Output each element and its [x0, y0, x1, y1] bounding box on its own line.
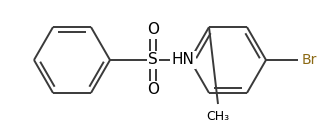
Text: O: O	[147, 23, 159, 37]
Text: CH₃: CH₃	[206, 110, 229, 120]
Text: HN: HN	[172, 53, 194, 67]
Text: Br: Br	[302, 53, 317, 67]
Text: O: O	[147, 83, 159, 97]
Text: S: S	[148, 53, 158, 67]
